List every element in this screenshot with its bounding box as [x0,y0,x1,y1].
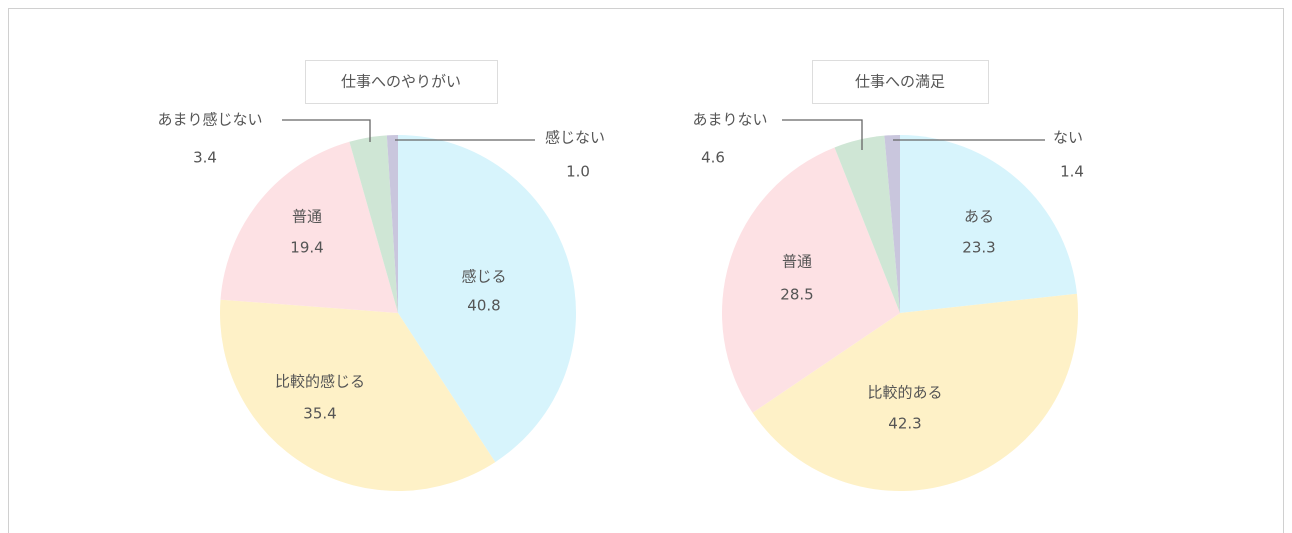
slice-value: 3.4 [193,149,217,167]
slice-label: 比較的ある [867,384,942,402]
slice-label: 感じる [461,268,506,286]
pie-slice [722,147,900,413]
slice-value: 4.6 [701,149,725,167]
pie-slice [220,141,398,313]
leader-line [282,119,371,142]
slice-value: 35.4 [303,405,336,423]
slice-label: ある [964,208,994,226]
slice-value: 40.8 [467,297,500,315]
pie-slice [220,299,496,491]
slice-value: 19.4 [290,239,323,257]
title-box [305,60,498,104]
chart-title: 仕事へのやりがい [341,73,461,91]
slice-label: 普通 [292,208,322,226]
slice-value: 1.4 [1060,163,1084,181]
slice-label: 普通 [782,253,812,271]
pie-slice [398,135,576,463]
slice-label: あまりない [692,111,767,129]
slice-label: あまり感じない [157,111,262,129]
slice-value: 42.3 [888,415,921,433]
slice-label: 比較的感じる [275,373,365,391]
slice-value: 23.3 [962,239,995,257]
chart-title: 仕事への満足 [855,73,945,91]
frame [8,8,1284,533]
pie-slice [900,135,1077,313]
pie-slice [884,135,900,313]
pie-slice [386,135,398,313]
pie-slice [349,135,398,313]
title-box [812,60,989,104]
slice-value: 1.0 [566,163,590,181]
slice-label: ない [1053,129,1083,147]
pie-slice [834,135,900,313]
slice-label: 感じない [545,129,605,147]
leader-line [782,119,863,150]
slice-value: 28.5 [780,286,813,304]
pie-slice [752,293,1079,492]
